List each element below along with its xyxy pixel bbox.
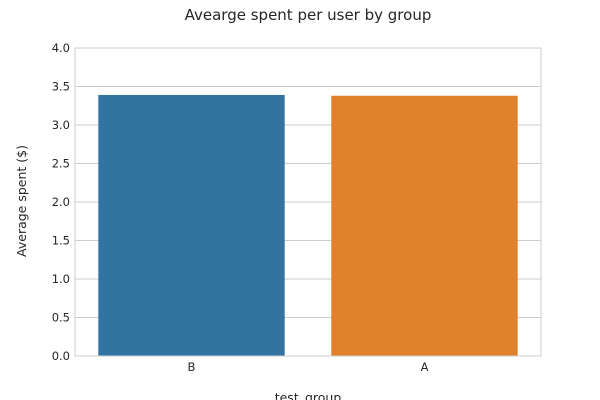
x-axis-title: test_group xyxy=(275,390,342,400)
y-tick-label: 4.0 xyxy=(52,41,70,55)
y-tick-label: 1.5 xyxy=(52,234,70,248)
bar-b xyxy=(98,94,285,356)
y-tick-label: 3.0 xyxy=(52,118,70,132)
x-tick-label: B xyxy=(188,360,196,374)
y-tick-label: 1.0 xyxy=(52,272,70,286)
chart-title: Avearge spent per user by group xyxy=(185,6,432,24)
y-tick-label: 3.5 xyxy=(52,80,70,94)
y-tick-label: 0.5 xyxy=(52,311,70,325)
plot-frame xyxy=(74,47,542,357)
y-tick-label: 0.0 xyxy=(52,349,70,363)
bar-a xyxy=(331,95,518,357)
y-tick-labels: 0.0 0.5 1.0 1.5 2.0 2.5 3.0 3.5 4.0 xyxy=(52,41,70,363)
y-axis-title: Average spent ($) xyxy=(14,145,29,257)
y-tick-label: 2.5 xyxy=(52,157,70,171)
bars-group xyxy=(98,94,518,357)
y-tick-label: 2.0 xyxy=(52,195,70,209)
x-tick-label: A xyxy=(421,360,429,374)
